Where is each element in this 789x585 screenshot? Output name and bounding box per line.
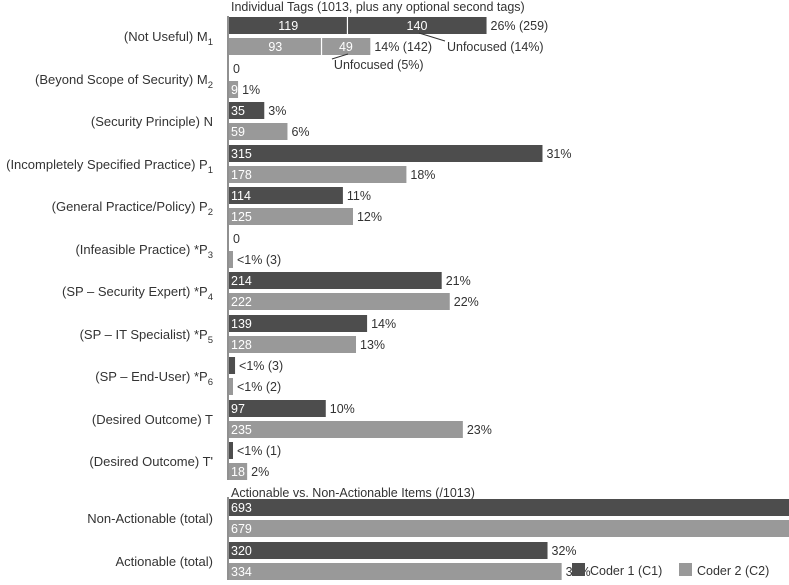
bar-not-useful-m1-c1-seg1 [229,17,348,34]
bar-value-desired-outcome-t-c2: 18 [231,465,245,479]
category-label-desired-outcome-t: (Desired Outcome) T [92,412,213,427]
bar-label-sp-it-specialist-p5-c1: 14% [371,317,396,331]
bar-desired-outcome-t-c2 [229,463,248,480]
bar-label-beyond-scope-of-security-m2-c2: 1% [242,83,260,97]
bar-incompletely-specified-practice-p1-c2 [229,166,407,183]
category-label-desired-outcome-t: (Desired Outcome) T' [89,454,213,469]
bar-label-security-principle-n-c2: 6% [291,125,309,139]
bar-infeasible-practice-p3-c2 [229,251,233,268]
legend-label-coder2: Coder 2 (C2) [697,564,769,578]
bar-value-sp-security-expert-p4-c1: 214 [231,274,252,288]
bar-security-principle-n-c2 [229,123,288,140]
bar-value-desired-outcome-t-c2: 235 [231,423,252,437]
bar-desired-outcome-t-c1 [229,400,326,417]
bar-label-security-principle-n-c1: 3% [268,104,286,118]
bar-value-non-actionable-total-c2: 679 [231,522,252,536]
bar-label-sp-end-user-p6-c1: <1% (3) [239,359,283,373]
bar-value-sp-it-specialist-p5-c2: 128 [231,338,252,352]
section-title-2: Actionable vs. Non-Actionable Items (/10… [231,486,475,500]
bar-desired-outcome-t-c1 [229,442,233,459]
bar-value-not-useful-m1-c2-seg1: 93 [268,40,282,54]
bar-label-not-useful-m1-c2: 14% (142) [374,40,432,54]
bar-non-actionable-total-c2 [229,520,789,537]
bar-value-desired-outcome-t-c1: 97 [231,402,245,416]
category-label-incompletely-specified-practice-p1: (Incompletely Specified Practice) P1 [6,157,213,176]
bar-value-not-useful-m1-c1-seg2: 140 [407,19,428,33]
bar-general-practice-policy-p2-c2 [229,208,353,225]
bar-label-desired-outcome-t-c1: 10% [330,402,355,416]
bar-actionable-total-c1 [229,542,548,559]
category-label-infeasible-practice-p3: (Infeasible Practice) *P3 [75,242,213,261]
category-label-actionable-total: Actionable (total) [115,554,213,569]
bar-sp-end-user-p6-c1 [229,357,236,374]
bar-value-non-actionable-total-c1: 693 [231,501,252,515]
bar-security-principle-n-c1 [229,102,265,119]
legend-swatch-coder2 [679,563,692,576]
category-label-sp-it-specialist-p5: (SP – IT Specialist) *P5 [80,327,213,346]
annotation-leader-c1 [418,32,446,42]
bar-value-actionable-total-c1: 320 [231,544,252,558]
bar-label-infeasible-practice-p3-c1: 0 [233,232,240,246]
bar-sp-it-specialist-p5-c1 [229,315,368,332]
bar-label-sp-it-specialist-p5-c2: 13% [360,338,385,352]
bar-value-security-principle-n-c1: 35 [231,104,245,118]
bar-label-sp-security-expert-p4-c2: 22% [454,295,479,309]
annotation-c2-unfocused: Unfocused (5%) [334,58,424,72]
bar-value-incompletely-specified-practice-p1-c1: 315 [231,147,252,161]
bar-label-desired-outcome-t-c1: <1% (1) [237,444,281,458]
annotation-leader-c2 [331,53,349,60]
bar-sp-it-specialist-p5-c2 [229,336,357,353]
bar-general-practice-policy-p2-c1 [229,187,343,204]
category-label-sp-end-user-p6: (SP – End-User) *P6 [95,369,213,388]
category-label-security-principle-n: (Security Principle) N [91,114,213,129]
bar-value-sp-security-expert-p4-c2: 222 [231,295,252,309]
annotation-c1-unfocused: Unfocused (14%) [447,40,544,54]
section-title-1: Individual Tags (1013, plus any optional… [231,0,525,14]
bar-label-desired-outcome-t-c2: 23% [467,423,492,437]
bar-desired-outcome-t-c2 [229,421,463,438]
bar-not-useful-m1-c1-seg2 [347,17,487,34]
bar-value-security-principle-n-c2: 59 [231,125,245,139]
bar-not-useful-m1-c2-seg2 [321,38,371,55]
bar-label-desired-outcome-t-c2: 2% [251,465,269,479]
bar-label-beyond-scope-of-security-m2-c1: 0 [233,62,240,76]
bar-label-incompletely-specified-practice-p1-c2: 18% [410,168,435,182]
bar-value-not-useful-m1-c2-seg2: 49 [339,40,353,54]
bar-sp-end-user-p6-c2 [229,378,233,395]
legend-label-coder1: Coder 1 (C1) [590,564,662,578]
bar-label-not-useful-m1-c1: 26% (259) [491,19,549,33]
category-label-not-useful-m1: (Not Useful) M1 [124,29,213,48]
category-label-general-practice-policy-p2: (General Practice/Policy) P2 [52,199,213,218]
bar-label-incompletely-specified-practice-p1-c1: 31% [546,147,571,161]
category-label-non-actionable-total: Non-Actionable (total) [87,511,213,526]
category-label-beyond-scope-of-security-m2: (Beyond Scope of Security) M2 [35,72,213,91]
bar-label-sp-end-user-p6-c2: <1% (2) [237,380,281,394]
bar-beyond-scope-of-security-m2-c2 [229,81,239,98]
bar-label-infeasible-practice-p3-c2: <1% (3) [237,253,281,267]
bar-actionable-total-c2 [229,563,562,580]
bar-label-actionable-total-c1: 32% [552,544,577,558]
bar-value-incompletely-specified-practice-p1-c2: 178 [231,168,252,182]
bar-value-not-useful-m1-c1-seg1: 119 [278,19,298,33]
bar-sp-security-expert-p4-c2 [229,293,450,310]
bar-value-general-practice-policy-p2-c1: 114 [231,189,251,203]
bar-label-general-practice-policy-p2-c2: 12% [357,210,382,224]
bar-label-general-practice-policy-p2-c1: 11% [347,189,371,203]
bar-incompletely-specified-practice-p1-c1 [229,145,543,162]
legend-swatch-coder1 [572,563,585,576]
bar-sp-security-expert-p4-c1 [229,272,442,289]
category-label-sp-security-expert-p4: (SP – Security Expert) *P4 [62,284,213,303]
bar-not-useful-m1-c2-seg1 [229,38,322,55]
bar-value-beyond-scope-of-security-m2-c2: 9 [231,83,238,97]
bar-value-actionable-total-c2: 334 [231,565,252,579]
bar-label-sp-security-expert-p4-c1: 21% [446,274,471,288]
bar-value-sp-it-specialist-p5-c1: 139 [231,317,252,331]
bar-non-actionable-total-c1 [229,499,789,516]
bar-value-general-practice-policy-p2-c2: 125 [231,210,252,224]
